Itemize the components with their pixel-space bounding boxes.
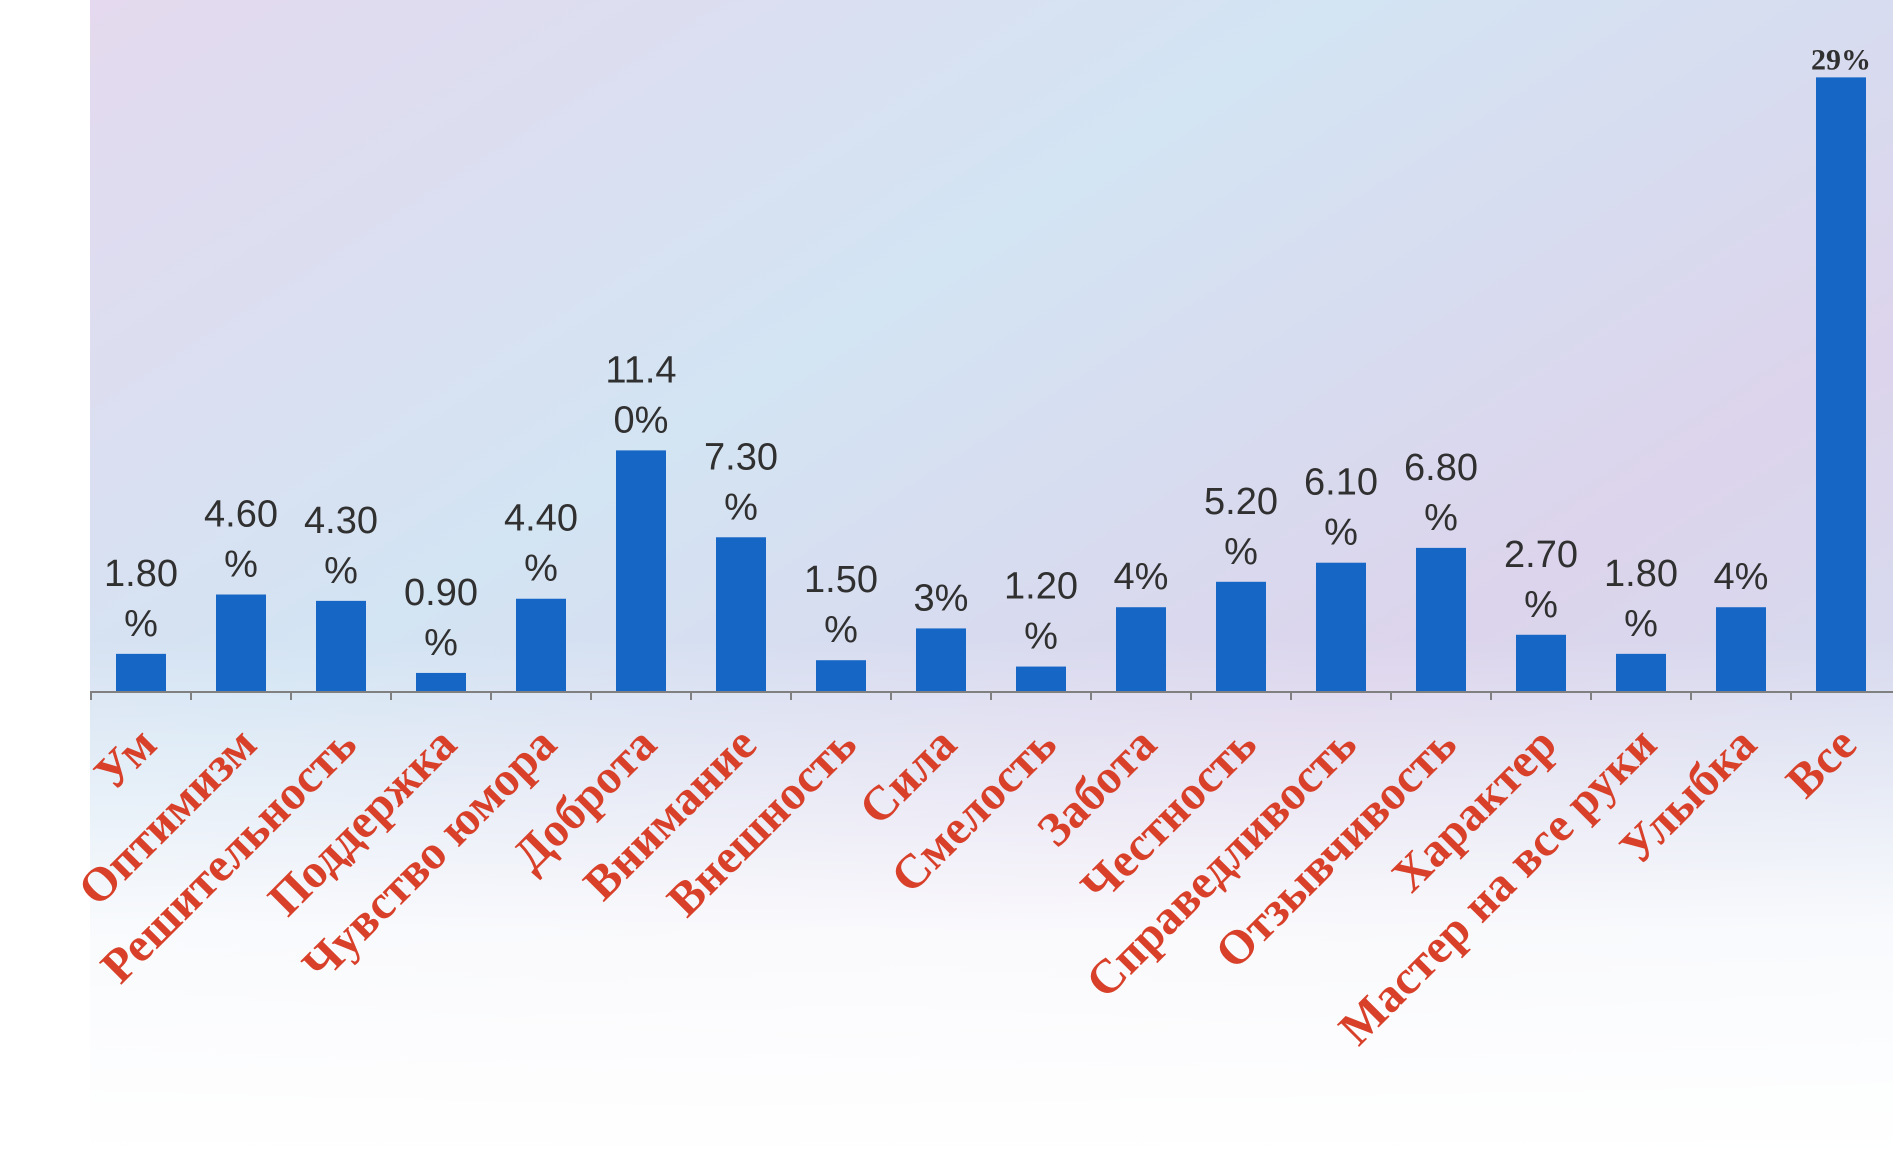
data-label: %: [824, 609, 858, 651]
data-label: %: [1624, 603, 1658, 645]
bar: [216, 594, 266, 692]
data-label: 1.20: [1004, 566, 1078, 608]
bar: [1016, 666, 1066, 692]
bar: [1416, 547, 1466, 692]
bar: [316, 600, 366, 692]
data-label: 0.90: [404, 572, 478, 614]
bar: [516, 598, 566, 692]
data-label: 4%: [1114, 556, 1169, 598]
data-label: 4.30: [304, 500, 378, 542]
data-label: %: [524, 548, 558, 590]
data-label: 4.60: [204, 494, 278, 536]
bar: [616, 450, 666, 692]
data-label: %: [224, 544, 258, 586]
data-label: 7.30: [704, 436, 778, 478]
data-label: 4%: [1714, 556, 1769, 598]
data-label: 29%: [1811, 43, 1871, 76]
data-label: %: [1324, 512, 1358, 554]
bar: [1716, 607, 1766, 692]
data-label: 1.50: [804, 559, 878, 601]
bar: [1216, 581, 1266, 692]
bars-layer: [116, 77, 1866, 693]
bar: [1616, 653, 1666, 692]
data-label: 1.80: [1604, 553, 1678, 595]
bar: [716, 537, 766, 692]
data-label: 6.80: [1404, 447, 1478, 489]
data-label: 0%: [614, 399, 669, 441]
data-label: 1.80: [104, 553, 178, 595]
data-label: 5.20: [1204, 481, 1278, 523]
plot-background-fade: [90, 0, 1893, 1160]
data-label: %: [124, 603, 158, 645]
data-label: %: [1524, 584, 1558, 626]
bar: [1516, 634, 1566, 692]
data-label: 6.10: [1304, 462, 1378, 504]
bar: [816, 660, 866, 692]
bar: [116, 653, 166, 692]
bar: [916, 628, 966, 692]
x-axis: [90, 691, 1893, 700]
data-label: 2.70: [1504, 534, 1578, 576]
data-label: %: [1024, 616, 1058, 658]
data-label: 11.4: [605, 349, 676, 391]
data-labels-layer: 1.80% 4.60% 4.30% 0.90% 4.40% 11.4 0% 7.30% 1.50…: [104, 43, 1871, 664]
bar: [416, 672, 466, 692]
data-label: %: [324, 550, 358, 592]
bar: [1316, 562, 1366, 692]
data-label: 4.40: [504, 498, 578, 540]
data-label: %: [424, 622, 458, 664]
data-label: %: [1224, 531, 1258, 573]
data-label: 3%: [914, 577, 969, 619]
bar: [1116, 607, 1166, 692]
data-label: %: [724, 486, 758, 528]
bar: [1816, 77, 1866, 693]
data-label: %: [1424, 497, 1458, 539]
